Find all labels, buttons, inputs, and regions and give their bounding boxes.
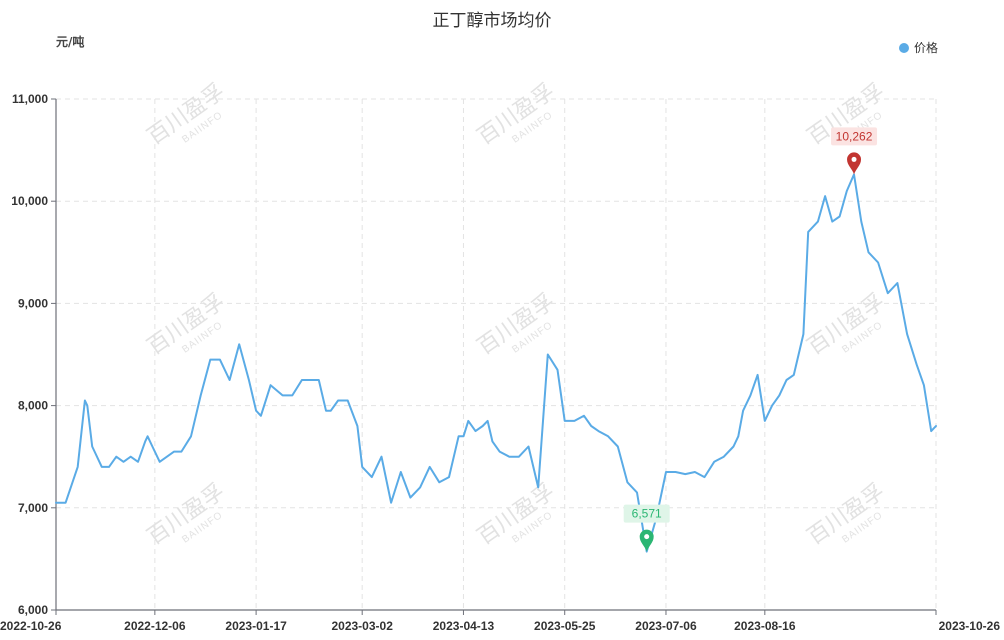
x-tick-label: 2023-01-17 <box>225 619 287 633</box>
legend-label: 价格 <box>914 40 938 55</box>
y-tick-label: 10,000 <box>11 194 48 208</box>
min-label-bg <box>623 504 670 523</box>
y-tick-label: 9,000 <box>18 296 48 310</box>
x-tick-label: 2023-03-02 <box>331 619 393 633</box>
max-marker: 10,262 <box>831 127 878 175</box>
y-tick-label: 11,000 <box>12 92 48 106</box>
x-tick-label: 2023-05-25 <box>534 619 596 633</box>
min-pin-dot <box>644 534 650 540</box>
y-tick-label: 8,000 <box>18 399 48 413</box>
series-line-0 <box>55 173 937 553</box>
x-tick-label: 2023-04-13 <box>433 619 495 633</box>
y-axis-unit: 元/吨 <box>56 34 84 49</box>
min-pin-icon <box>639 529 654 552</box>
legend[interactable]: 价格 <box>899 40 938 55</box>
series-layer <box>55 173 937 553</box>
min-marker: 6,571 <box>623 504 670 552</box>
x-tick-label: 2022-10-26 <box>0 619 62 633</box>
x-tick-label: 2022-12-06 <box>124 619 186 633</box>
chart-title: 正丁醇市场均价 <box>433 11 552 31</box>
axes: 6,000 7,000 8,000 9,000 10,000 11,000 2022-10-… <box>0 92 1000 633</box>
grid-lines <box>56 98 937 610</box>
y-tick-label: 7,000 <box>18 501 48 515</box>
marker-layer: 10,262 6,571 <box>623 127 878 552</box>
max-label: 10,262 <box>836 129 873 143</box>
max-pin-icon <box>847 152 862 175</box>
max-label-bg <box>831 127 878 146</box>
legend-swatch-icon <box>899 43 909 53</box>
y-tick-label: 6,000 <box>18 603 48 617</box>
min-label: 6,571 <box>632 507 662 521</box>
max-pin-dot <box>851 156 857 162</box>
x-tick-label: 2023-07-06 <box>635 619 697 633</box>
x-tick-label: 2023-10-26 <box>939 619 1001 633</box>
x-tick-label: 2023-08-16 <box>734 619 796 633</box>
